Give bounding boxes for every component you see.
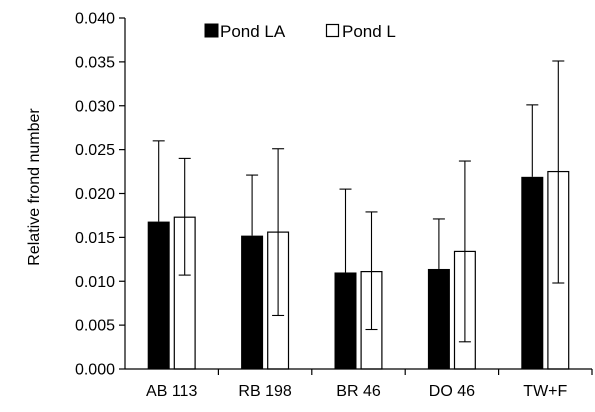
y-tick-label: 0.010 — [75, 274, 115, 291]
y-axis-title: Relative frond number — [26, 108, 43, 266]
legend-swatch-pond-l — [325, 23, 340, 38]
error-bar — [552, 60, 565, 284]
error-bar — [272, 148, 285, 317]
error-bar — [339, 188, 352, 273]
legend: Pond LA Pond L — [204, 22, 396, 41]
x-tick-label: BR 46 — [336, 383, 381, 400]
legend-label-pond-l: Pond L — [342, 22, 396, 41]
bars — [147, 170, 570, 370]
error-bar — [526, 104, 539, 177]
error-bar — [178, 157, 191, 276]
bar-pond-la — [521, 176, 544, 369]
y-tick-label: 0.020 — [75, 186, 115, 203]
error-bars — [152, 60, 565, 343]
x-tick-label: DO 46 — [429, 383, 475, 400]
y-tick-label: 0.025 — [75, 142, 115, 159]
error-bar — [432, 218, 445, 269]
y-tick-label: 0.000 — [75, 362, 115, 379]
y-tick-label: 0.015 — [75, 230, 115, 247]
x-tick-label: AB 113 — [146, 383, 197, 400]
x-tick-label: TW+F — [523, 383, 567, 400]
y-tick-label: 0.030 — [75, 98, 115, 115]
y-tick-label: 0.040 — [75, 11, 115, 28]
error-bar — [152, 140, 165, 222]
y-axis-ticks: 0.000 0.005 0.010 0.015 0.020 0.025 0.030 0.035… — [75, 11, 125, 379]
x-axis-labels: AB 113 RB 198 BR 46 DO 46 TW+F — [146, 369, 593, 400]
bar-pond-la — [334, 272, 357, 369]
y-tick-label: 0.005 — [75, 318, 115, 335]
bar-pond-la — [241, 235, 264, 369]
legend-swatch-pond-la — [204, 23, 219, 38]
legend-label-pond-la: Pond LA — [220, 22, 286, 41]
error-bar — [458, 160, 471, 343]
error-bar — [246, 174, 259, 236]
y-tick-label: 0.035 — [75, 54, 115, 71]
bar-pond-la — [147, 221, 170, 369]
bar-pond-la — [427, 268, 450, 369]
x-tick-label: RB 198 — [238, 383, 291, 400]
error-bar — [365, 211, 378, 331]
